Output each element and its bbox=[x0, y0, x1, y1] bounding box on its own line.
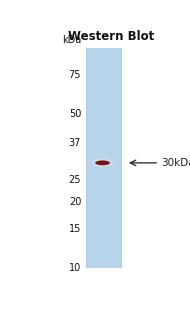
Bar bbox=[86, 48, 87, 268]
Text: 10: 10 bbox=[69, 263, 81, 273]
Text: 37: 37 bbox=[69, 138, 81, 148]
Text: Western Blot: Western Blot bbox=[68, 30, 154, 43]
Ellipse shape bbox=[95, 160, 110, 165]
Text: 15: 15 bbox=[69, 224, 81, 234]
Bar bbox=[121, 48, 122, 268]
Text: 20: 20 bbox=[69, 197, 81, 207]
Ellipse shape bbox=[92, 158, 113, 167]
Text: 50: 50 bbox=[69, 109, 81, 119]
Text: 30kDa: 30kDa bbox=[161, 158, 190, 168]
Text: 75: 75 bbox=[69, 70, 81, 80]
Text: 25: 25 bbox=[69, 175, 81, 185]
Text: kDa: kDa bbox=[62, 36, 81, 45]
Bar bbox=[86, 48, 122, 268]
